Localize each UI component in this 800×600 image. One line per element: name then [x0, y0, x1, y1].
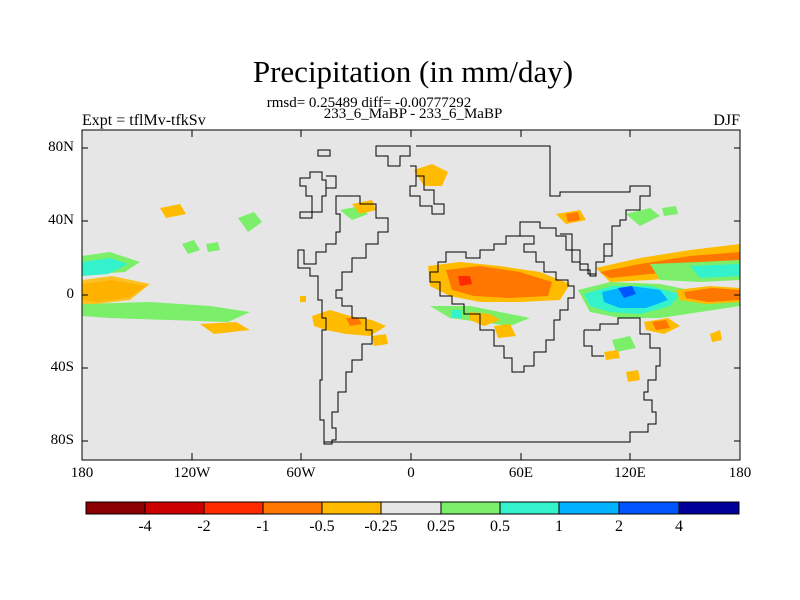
season-label: DJF	[713, 112, 740, 129]
patch-small-orange-1	[160, 204, 186, 218]
patch-indian-yellow	[470, 312, 500, 326]
lat-tick-label: 80S	[50, 432, 74, 448]
patch-small-orange-2	[200, 322, 250, 334]
colorbar-label: -0.25	[364, 518, 398, 535]
patch-small-green-3	[206, 242, 220, 252]
patch-aus-green	[612, 336, 636, 352]
greenland-coastline	[375, 145, 411, 167]
patch-spac-orange	[710, 330, 722, 342]
asia-south-coastline	[560, 233, 613, 275]
colorbar-box-5	[321, 501, 382, 515]
patch-samerica-small	[372, 334, 388, 346]
colorbar	[85, 501, 740, 515]
lon-tick-label: 120E	[614, 465, 646, 481]
anomaly-patches	[82, 164, 740, 382]
patch-aus-yellow-2	[626, 370, 640, 382]
colorbar-label: 0.25	[427, 518, 455, 535]
colorbar-label: 2	[615, 518, 623, 535]
lat-tick-marks	[82, 147, 740, 442]
patch-maritime-blue	[602, 286, 668, 308]
colorbar-box-3	[203, 501, 264, 515]
patch-wpac-cyan-band	[690, 264, 740, 278]
colorbar-label: 4	[675, 518, 683, 535]
europe-coastline	[409, 165, 445, 215]
lon-tick-marks	[81, 130, 741, 460]
australia-coastline	[324, 317, 661, 443]
patch-small-green-africa	[452, 310, 462, 318]
patch-small-orange-3	[300, 296, 306, 302]
coastlines	[297, 145, 661, 445]
colorbar-label: -4	[138, 518, 152, 535]
lat-tick-label: 40N	[48, 212, 74, 228]
colorbar-label: 1	[555, 518, 563, 535]
patch-pacific-green	[82, 302, 250, 322]
colorbar-box-11	[678, 501, 740, 515]
patch-aus-yellow-1	[604, 350, 620, 360]
runs-line: 233_6_MaBP - 233_6_MaBP	[323, 106, 503, 122]
eurasia-coastline	[416, 145, 651, 373]
patch-asia-red-1	[566, 212, 580, 222]
lon-tick-label: 180	[728, 465, 752, 481]
stats-line: rmsd= 0.25489 diff= -0.00777292	[266, 95, 472, 111]
colorbar-label: -2	[197, 518, 211, 535]
colorbar-box-6	[380, 501, 442, 515]
patch-small-green-1	[182, 240, 200, 254]
colorbar-box-2	[144, 501, 205, 515]
colorbar-box-1	[85, 501, 146, 515]
patch-asia-green-1	[626, 208, 660, 226]
patch-pacific-yellow	[82, 276, 150, 304]
patch-nw-aus-red	[652, 320, 670, 330]
colorbar-label: 0.5	[490, 518, 510, 535]
patch-madagascar-yellow	[494, 324, 516, 338]
patch-africa-orange	[446, 266, 552, 298]
lon-tick-label: 180	[70, 465, 94, 481]
lat-tick-label: 0	[66, 286, 75, 302]
patch-pacific-cyan	[82, 258, 128, 276]
lon-tick-label: 120W	[173, 465, 211, 481]
patch-small-green-2	[238, 212, 262, 232]
colorbar-box-4	[262, 501, 323, 515]
patch-europe-yellow	[414, 164, 448, 186]
patch-cpac-orange	[684, 288, 740, 302]
patch-asia-green-2	[662, 206, 678, 216]
colorbar-box-9	[558, 501, 620, 515]
lat-tick-label: 80N	[48, 139, 74, 155]
lon-tick-label: 60E	[508, 465, 534, 481]
colorbar-box-10	[618, 501, 680, 515]
lon-tick-label: 60W	[286, 465, 316, 481]
patch-samerica-red	[346, 318, 362, 326]
colorbar-label: -1	[256, 518, 270, 535]
colorbar-box-8	[499, 501, 560, 515]
lat-tick-label: 40S	[50, 359, 74, 375]
americas-coastline	[297, 149, 389, 445]
patch-africa-red	[458, 276, 472, 286]
patch-maritime-deep-blue	[618, 286, 636, 298]
colorbar-box-7	[440, 501, 501, 515]
colorbar-label: -0.5	[309, 518, 335, 535]
lon-tick-label: 0	[407, 465, 415, 481]
plot-title: Precipitation (in mm/day)	[252, 54, 574, 89]
experiment-label: Expt = tflMv-tfkSv	[82, 112, 206, 129]
